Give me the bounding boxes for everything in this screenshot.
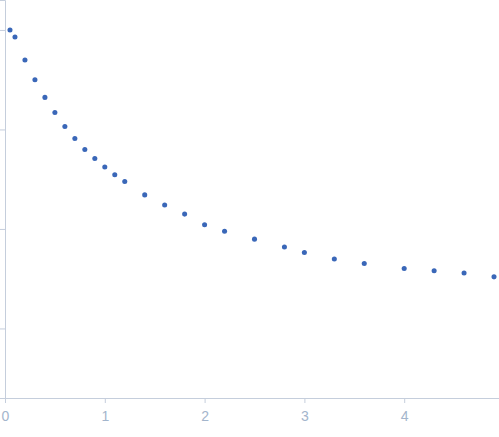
x-tick-mark	[304, 398, 305, 403]
y-tick-mark	[0, 229, 5, 230]
data-point	[182, 212, 187, 217]
y-tick	[0, 30, 5, 31]
data-point	[432, 268, 437, 273]
data-point	[462, 271, 467, 276]
data-point	[252, 237, 257, 242]
data-point	[32, 77, 37, 82]
x-tick: 4	[401, 398, 409, 424]
x-tick-mark	[404, 398, 405, 403]
data-point	[302, 250, 307, 255]
data-point	[112, 172, 117, 177]
data-point	[72, 136, 77, 141]
x-tick-label: 4	[401, 408, 409, 424]
x-axis: 0 1 2 3 4	[2, 398, 499, 424]
y-tick	[0, 328, 5, 329]
y-tick	[0, 229, 5, 230]
x-tick-mark	[205, 398, 206, 403]
y-tick	[0, 129, 5, 130]
data-point	[332, 256, 337, 261]
data-point	[362, 261, 367, 266]
data-point	[142, 192, 147, 197]
data-point	[7, 27, 12, 32]
x-tick: 0	[2, 398, 10, 424]
y-axis-line	[0, 1, 6, 399]
data-point	[282, 244, 287, 249]
data-point	[402, 266, 407, 271]
data-point	[62, 124, 67, 129]
y-tick-mark	[0, 30, 5, 31]
chart: 0 1 2 3 4	[0, 0, 499, 437]
data-point	[12, 34, 17, 39]
x-tick-label: 1	[101, 408, 109, 424]
data-point	[82, 147, 87, 152]
points	[7, 27, 496, 279]
x-tick: 2	[201, 398, 209, 424]
x-tick-label: 2	[201, 408, 209, 424]
data-point	[202, 222, 207, 227]
data-point	[52, 110, 57, 115]
data-point	[162, 202, 167, 207]
data-point	[222, 229, 227, 234]
x-tick: 1	[101, 398, 109, 424]
y-tick-mark	[0, 129, 5, 130]
x-tick-mark	[105, 398, 106, 403]
data-point	[92, 156, 97, 161]
data-point	[22, 57, 27, 62]
x-tick-label: 3	[301, 408, 309, 424]
y-tick-mark	[0, 328, 5, 329]
x-tick-label: 0	[2, 408, 10, 424]
plot: 0 1 2 3 4	[0, 1, 499, 425]
data-point	[42, 95, 47, 100]
data-point	[122, 179, 127, 184]
y-axis	[0, 1, 6, 399]
x-axis-line	[6, 399, 499, 404]
x-tick: 3	[301, 398, 309, 424]
data-point	[102, 164, 107, 169]
data-point	[491, 274, 496, 279]
